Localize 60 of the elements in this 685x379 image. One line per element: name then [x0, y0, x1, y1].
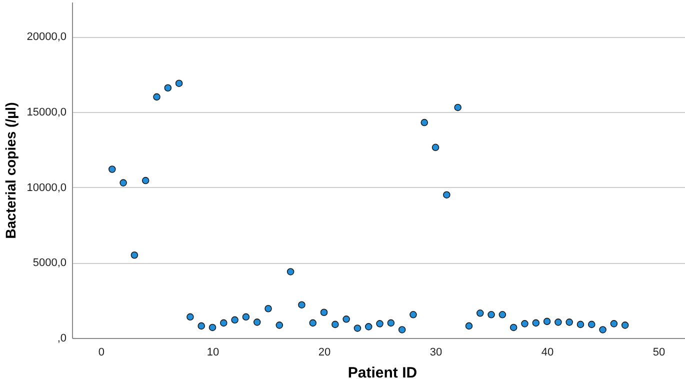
- point: [465, 322, 473, 330]
- point: [398, 326, 406, 334]
- point: [599, 326, 606, 334]
- point: [621, 322, 629, 329]
- point: [220, 319, 228, 327]
- point: [610, 320, 618, 328]
- point: [175, 80, 183, 87]
- point: [410, 311, 417, 318]
- x-tick-label: 50: [652, 346, 666, 358]
- point: [498, 311, 506, 318]
- point: [488, 311, 495, 318]
- x-tick-label: 30: [430, 346, 442, 358]
- point: [153, 93, 160, 101]
- point: [364, 323, 372, 330]
- point: [286, 268, 294, 276]
- point: [342, 316, 350, 323]
- point: [332, 320, 339, 328]
- point: [242, 313, 250, 321]
- point: [108, 166, 116, 173]
- point: [120, 179, 127, 186]
- point: [198, 322, 205, 330]
- point: [309, 319, 317, 327]
- x-tick-label: 20: [318, 346, 331, 358]
- point: [298, 301, 306, 308]
- point: [588, 320, 596, 328]
- point: [376, 320, 384, 328]
- point: [476, 310, 484, 317]
- point: [253, 318, 261, 326]
- point: [454, 104, 462, 112]
- point: [130, 251, 138, 259]
- point: [554, 318, 562, 326]
- point: [231, 316, 238, 324]
- x-axis-title: Patient ID: [348, 364, 418, 379]
- point: [142, 176, 150, 184]
- point: [186, 313, 194, 321]
- point: [566, 318, 573, 326]
- point: [521, 320, 528, 328]
- point: [387, 319, 395, 327]
- point: [208, 324, 216, 332]
- point: [432, 144, 440, 152]
- x-tick-label: 40: [541, 346, 554, 358]
- x-tick-label: 0: [98, 346, 105, 358]
- point: [510, 324, 518, 332]
- point: [320, 308, 328, 316]
- y-tick-label: 10000,0: [26, 182, 66, 194]
- point: [420, 118, 428, 126]
- x-tick-label: 10: [206, 346, 220, 358]
- point: [532, 319, 540, 327]
- point: [264, 304, 272, 312]
- point: [354, 324, 362, 332]
- point: [443, 191, 450, 198]
- point: [576, 320, 584, 328]
- y-tick-label: 15000,0: [26, 106, 66, 118]
- point: [276, 322, 284, 329]
- y-tick-label: 20000,0: [26, 31, 66, 44]
- y-tick-label: ,0: [57, 332, 66, 344]
- point: [164, 84, 172, 92]
- point: [543, 318, 551, 326]
- y-tick-label: 5000,0: [32, 257, 66, 270]
- y-axis-title: Bacterial copies (/µl): [2, 102, 19, 239]
